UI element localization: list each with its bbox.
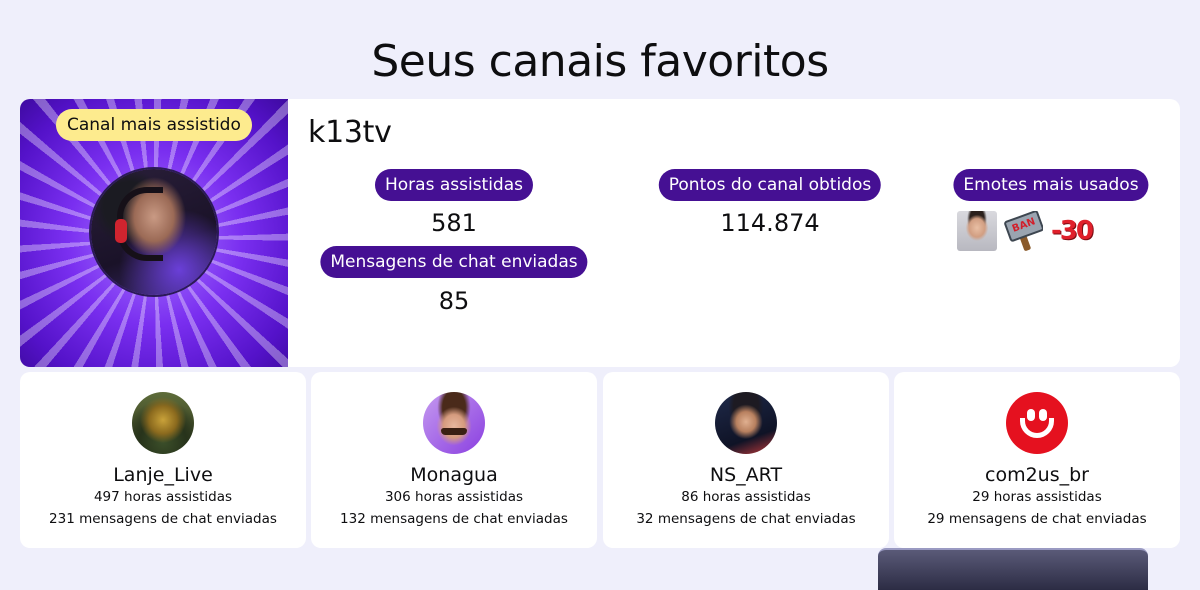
featured-channel-name[interactable]: k13tv [308,115,392,150]
channel-points-value: 114.874 [720,209,820,237]
channel-card-ns-art: NS_ART 86 horas assistidas 32 mensagens … [603,372,889,548]
channel-messages: 132 mensagens de chat enviadas [340,511,568,527]
hours-watched-label: Horas assistidas [374,169,534,201]
channel-name[interactable]: com2us_br [985,464,1089,486]
chat-messages-value: 85 [438,287,470,315]
page-title: Seus canais favoritos [371,36,829,87]
streamer-face-emote-icon [957,211,997,251]
channel-hours: 29 horas assistidas [972,489,1102,505]
channel-messages: 231 mensagens de chat enviadas [49,511,277,527]
smiley-logo-icon[interactable] [1006,392,1068,454]
top-emotes-list: BAN -30 [957,210,1094,252]
channel-messages: 29 mensagens de chat enviadas [927,511,1147,527]
featured-channel-avatar[interactable] [91,169,217,295]
channel-name[interactable]: Lanje_Live [113,464,213,486]
channel-points-label: Pontos do canal obtidos [658,169,882,201]
channel-messages: 32 mensagens de chat enviadas [636,511,856,527]
hours-watched-value: 581 [431,209,477,237]
channel-avatar[interactable] [715,392,777,454]
top-emotes-label: Emotes mais usados [953,169,1149,201]
decorative-device-graphic [878,548,1148,590]
mustache-detail [441,428,467,435]
channel-name[interactable]: Monagua [410,464,498,486]
headset-accent [115,219,127,243]
channel-card-com2us-br: com2us_br 29 horas assistidas 29 mensage… [894,372,1180,548]
channel-card-lanje-live: Lanje_Live 497 horas assistidas 231 mens… [20,372,306,548]
channel-hours: 497 horas assistidas [93,489,233,505]
featured-channel-card: Canal mais assistido k13tv Horas assisti… [20,99,1180,367]
channel-hours: 86 horas assistidas [681,489,811,505]
channel-avatar[interactable] [423,392,485,454]
channel-name[interactable]: NS_ART [709,464,783,486]
channel-card-monagua: Monagua 306 horas assistidas 132 mensage… [311,372,597,548]
chat-messages-label: Mensagens de chat enviadas [320,246,588,278]
channel-hours: 306 horas assistidas [384,489,524,505]
most-watched-badge: Canal mais assistido [56,109,252,141]
ban-hammer-emote-icon: BAN [1003,211,1043,251]
channel-avatar[interactable] [132,392,194,454]
featured-channel-art: Canal mais assistido [20,99,288,367]
minus-thirty-emote-icon: -30 [1051,216,1094,246]
